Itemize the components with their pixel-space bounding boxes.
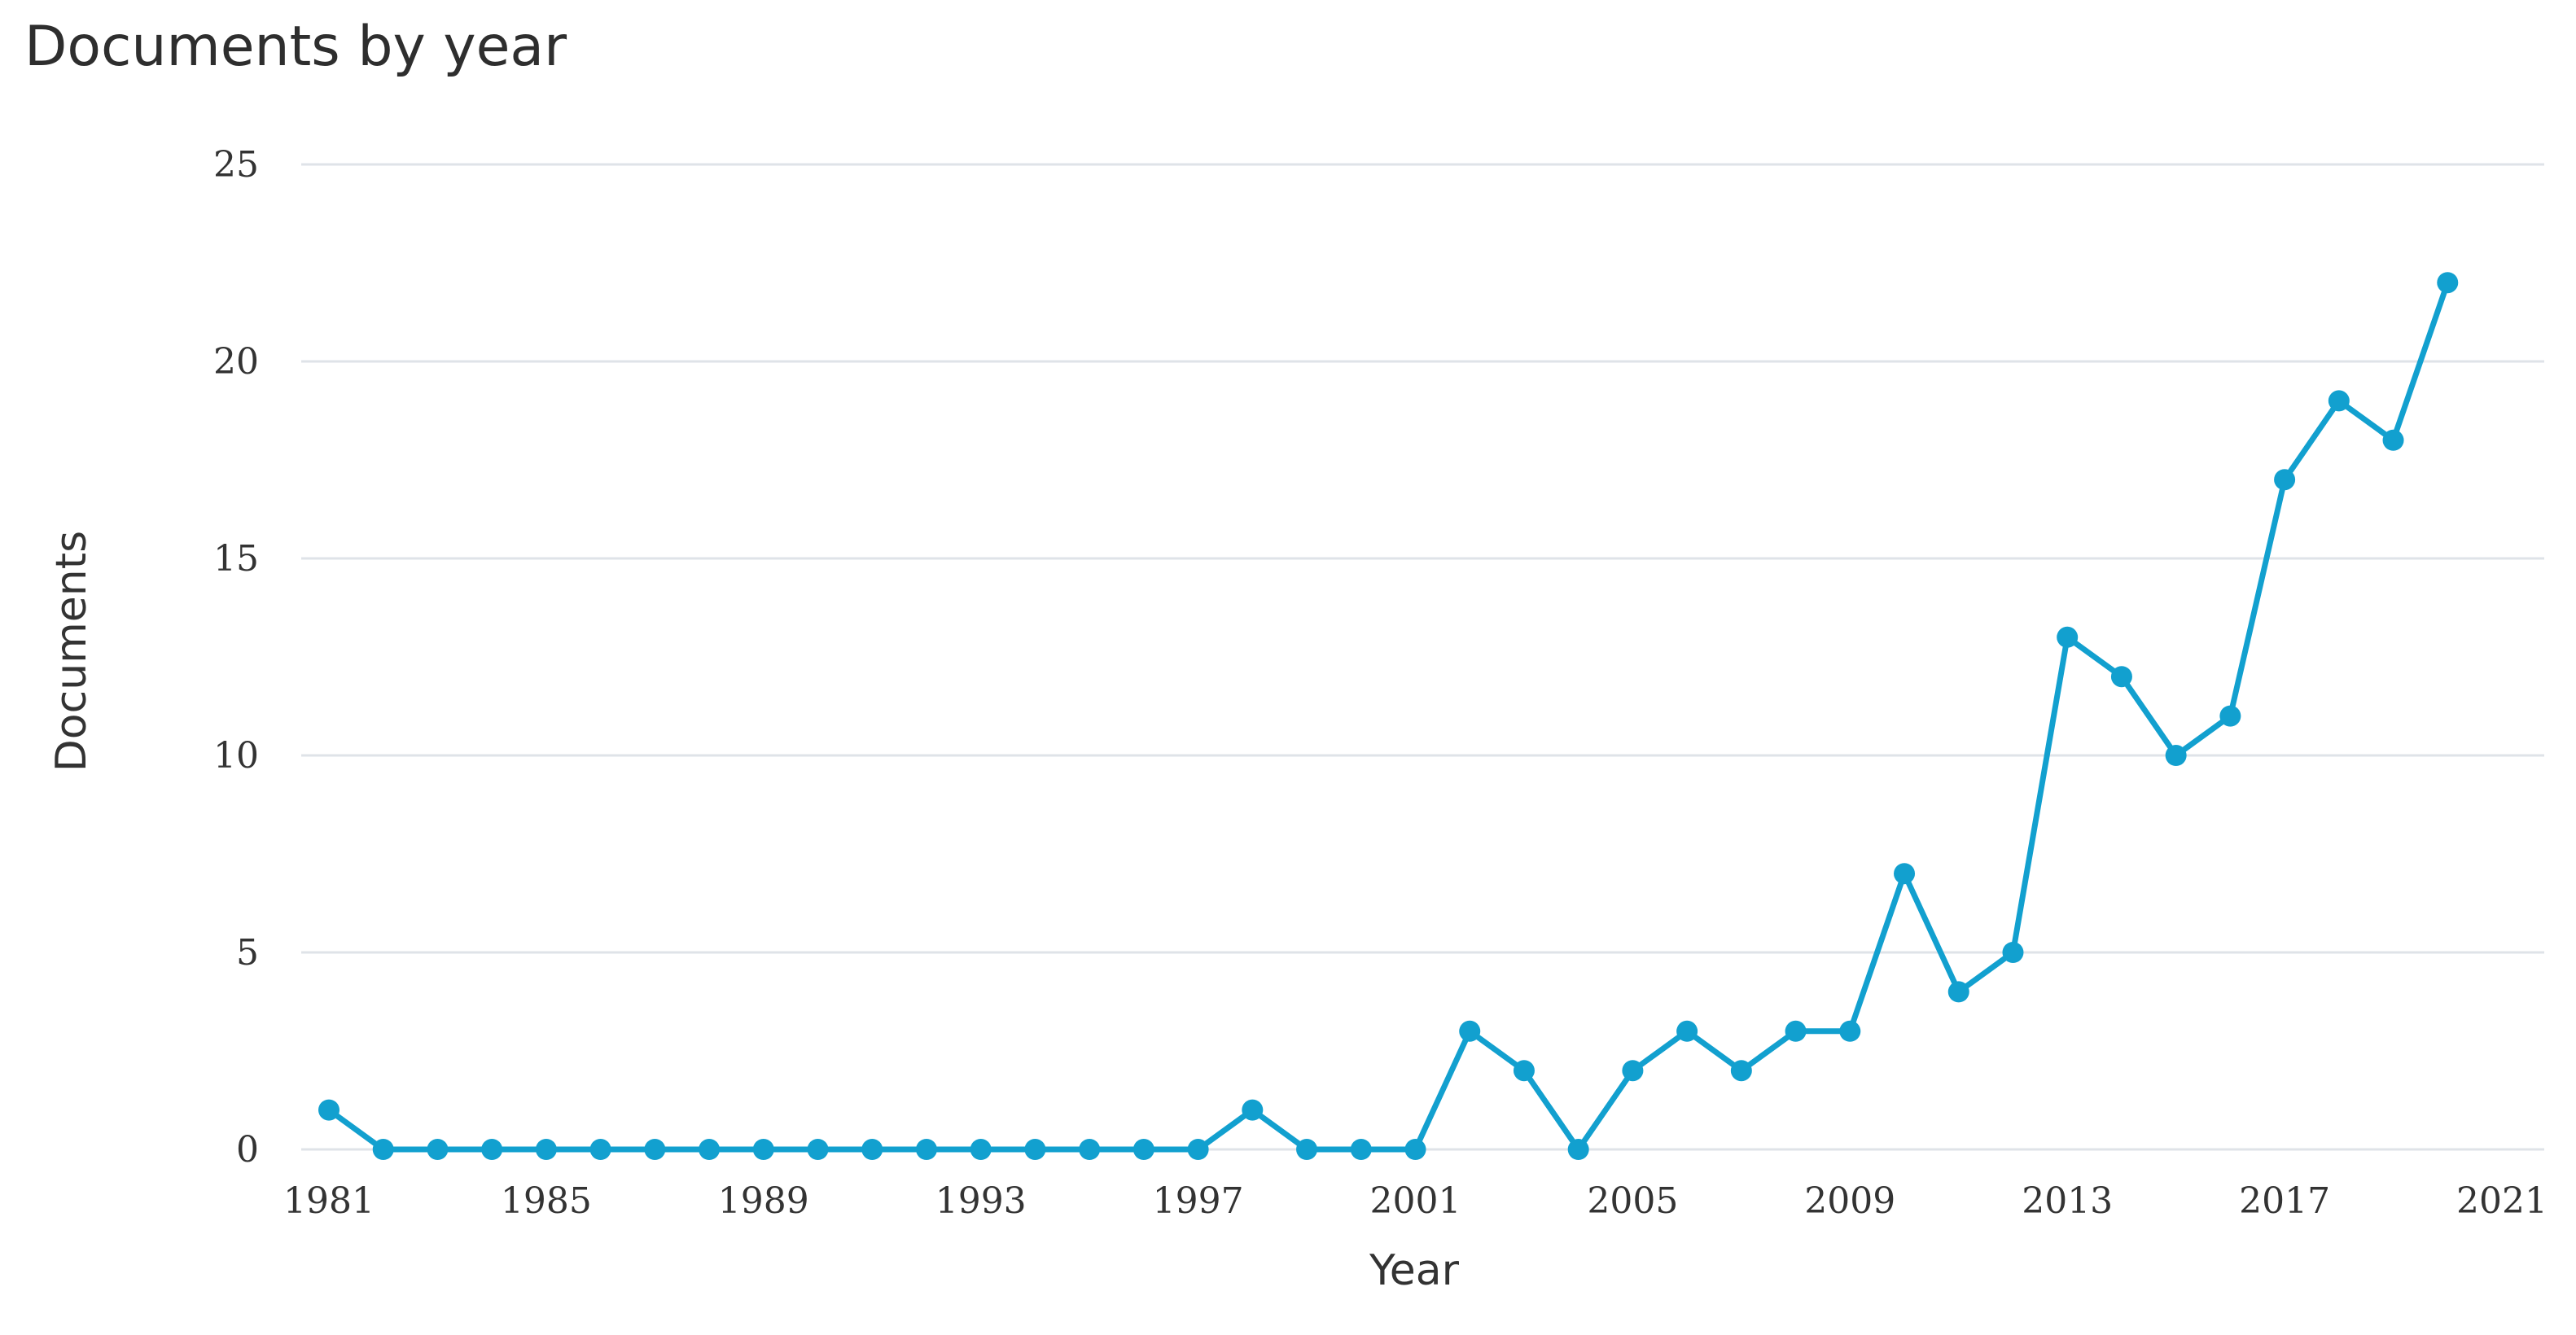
data-point-2011[interactable] [1947, 981, 1969, 1003]
data-point-2002[interactable] [1459, 1020, 1481, 1042]
data-point-2018[interactable] [2328, 390, 2350, 412]
y-axis-ticks: 0 5 10 15 20 25 [213, 144, 259, 1171]
data-point-1986[interactable] [589, 1139, 611, 1160]
data-point-1992[interactable] [915, 1139, 937, 1160]
x-tick-label: 1993 [935, 1180, 1027, 1222]
data-point-1996[interactable] [1132, 1139, 1154, 1160]
x-tick-label: 2013 [2022, 1180, 2113, 1222]
data-point-2007[interactable] [1730, 1060, 1752, 1082]
data-point-2015[interactable] [2165, 745, 2187, 766]
data-point-2005[interactable] [1622, 1060, 1644, 1082]
x-tick-label: 2009 [1804, 1180, 1895, 1222]
y-axis-title: Documents [47, 531, 96, 773]
data-point-1990[interactable] [807, 1139, 829, 1160]
data-point-2019[interactable] [2382, 429, 2404, 451]
data-point-2012[interactable] [2002, 942, 2024, 963]
data-point-2004[interactable] [1567, 1139, 1589, 1160]
data-point-2013[interactable] [2057, 626, 2079, 648]
data-point-2020[interactable] [2437, 272, 2459, 294]
series-line [326, 279, 2451, 1153]
data-point-1999[interactable] [1296, 1139, 1318, 1160]
data-point-1994[interactable] [1024, 1139, 1046, 1160]
y-tick-label: 15 [213, 538, 259, 580]
data-point-2003[interactable] [1513, 1060, 1535, 1082]
data-point-2008[interactable] [1785, 1020, 1807, 1042]
x-tick-label: 1989 [718, 1180, 809, 1222]
data-point-1998[interactable] [1242, 1099, 1264, 1121]
data-point-1993[interactable] [970, 1139, 992, 1160]
y-tick-label: 0 [236, 1129, 259, 1171]
data-point-2010[interactable] [1894, 863, 1916, 885]
data-point-2000[interactable] [1350, 1139, 1372, 1160]
x-tick-label: 1985 [501, 1180, 592, 1222]
series-layer [318, 272, 2459, 1160]
y-tick-label: 10 [213, 735, 259, 777]
x-tick-label: 1997 [1153, 1180, 1244, 1222]
data-point-2006[interactable] [1676, 1020, 1698, 1042]
x-tick-label: 2017 [2239, 1180, 2330, 1222]
x-axis-ticks: 1981 1985 1989 1993 1997 2001 2005 2009 2013 2017… [283, 1180, 2548, 1222]
y-tick-label: 5 [236, 932, 259, 974]
y-tick-label: 25 [213, 144, 259, 186]
data-point-1997[interactable] [1187, 1139, 1209, 1160]
data-point-1983[interactable] [427, 1139, 449, 1160]
data-point-1987[interactable] [644, 1139, 666, 1160]
gridlines [301, 163, 2544, 1151]
data-point-2017[interactable] [2274, 469, 2296, 491]
data-point-2014[interactable] [2110, 666, 2132, 688]
data-point-1984[interactable] [481, 1139, 503, 1160]
x-tick-label: 2005 [1587, 1180, 1678, 1222]
data-point-2009[interactable] [1839, 1020, 1861, 1042]
x-tick-label: 2001 [1370, 1180, 1461, 1222]
data-point-1991[interactable] [861, 1139, 883, 1160]
y-tick-label: 20 [213, 341, 259, 383]
data-point-1981[interactable] [318, 1099, 340, 1121]
data-point-2001[interactable] [1404, 1139, 1426, 1160]
data-point-1989[interactable] [752, 1139, 774, 1160]
chart-title: Documents by year [24, 15, 567, 79]
x-axis-title: Year [1369, 1246, 1460, 1295]
data-point-2016[interactable] [2219, 705, 2241, 727]
data-point-1988[interactable] [699, 1139, 721, 1160]
data-point-1995[interactable] [1079, 1139, 1101, 1160]
data-point-1982[interactable] [372, 1139, 394, 1160]
data-point-1985[interactable] [535, 1139, 557, 1160]
x-tick-label: 2021 [2456, 1180, 2548, 1222]
x-tick-label: 1981 [283, 1180, 375, 1222]
